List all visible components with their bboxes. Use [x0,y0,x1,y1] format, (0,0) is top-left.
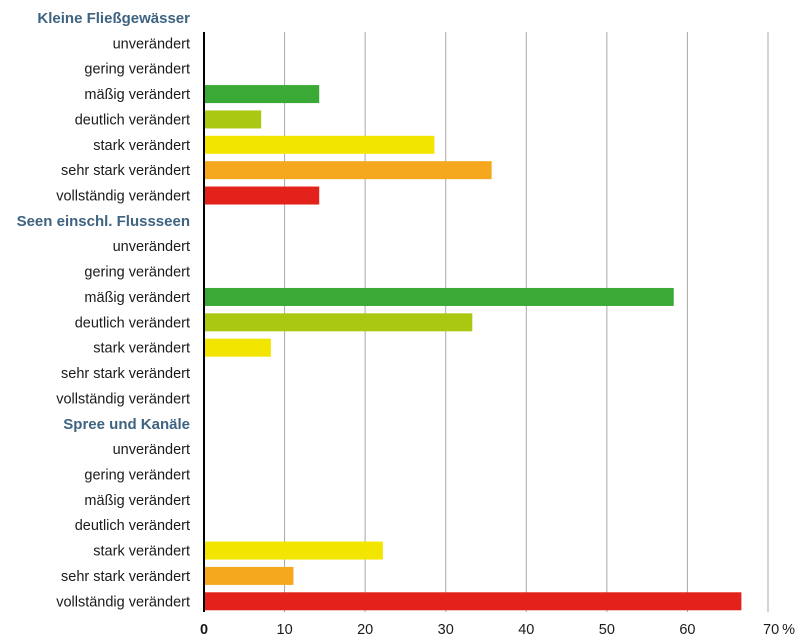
category-label: sehr stark verändert [61,569,190,585]
bar [204,161,492,180]
category-label: gering verändert [84,467,190,483]
category-label: stark verändert [93,544,190,560]
category-label: unverändert [113,442,190,458]
category-labels: Kleine Fließgewässer unverändert gering ve… [17,10,191,610]
bar [204,338,271,357]
category-label: vollständig verändert [56,189,190,205]
bar [204,186,320,205]
x-tick-label: 60 [679,622,695,638]
category-label: mäßig verändert [84,493,190,509]
category-label: sehr stark verändert [61,366,190,382]
category-label: unverändert [113,239,190,255]
x-tick-label: 40 [518,622,534,638]
category-label: unverändert [113,36,190,52]
bar [204,135,435,154]
bar [204,313,473,332]
bar [204,592,742,611]
category-label: deutlich verändert [75,518,190,534]
x-tick-label: 30 [438,622,454,638]
category-label: vollständig verändert [56,594,190,610]
x-tick-label: 50 [599,622,615,638]
category-label: stark verändert [93,138,190,154]
x-tick-label: 70 % [763,622,795,638]
bar [204,566,294,585]
group-label: Kleine Fließgewässer [37,10,190,27]
group-label: Spree und Kanäle [63,416,190,433]
x-tick-label: 20 [357,622,373,638]
category-label: stark verändert [93,341,190,357]
bar [204,110,262,129]
group-label: Seen einschl. Flussseen [17,213,190,230]
bars [204,85,742,611]
bar [204,541,383,560]
category-label: vollständig verändert [56,391,190,407]
x-tick-label: 0 [200,622,208,638]
x-tick-label: 10 [277,622,293,638]
bar [204,85,320,104]
category-label: mäßig verändert [84,290,190,306]
category-label: deutlich verändert [75,112,190,128]
category-label: gering verändert [84,265,190,281]
category-label: deutlich verändert [75,315,190,331]
x-axis-ticks: 0 10 20 30 40 50 60 70 % [200,622,795,638]
bar [204,287,674,306]
category-label: sehr stark verändert [61,163,190,179]
category-label: mäßig verändert [84,87,190,103]
category-label: gering verändert [84,62,190,78]
